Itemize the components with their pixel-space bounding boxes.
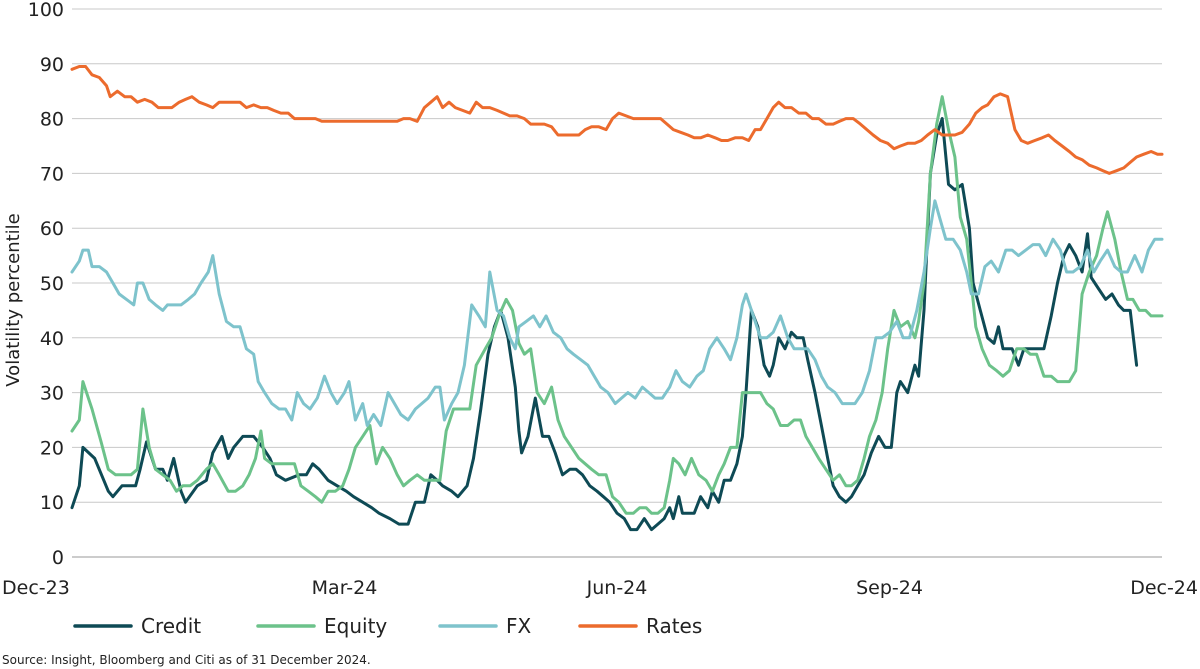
legend-label-fx: FX	[506, 614, 532, 638]
x-tick-label: Dec-23	[2, 577, 70, 599]
x-tick-label: Dec-24	[1130, 577, 1198, 599]
y-tick-label: 80	[40, 109, 64, 131]
y-tick-label: 60	[40, 218, 64, 240]
x-tick-label: Jun-24	[586, 577, 648, 599]
y-tick-label: 10	[40, 492, 64, 514]
y-tick-label: 20	[40, 437, 64, 459]
y-axis-label: Volatility percentile	[3, 213, 24, 386]
legend-label-credit: Credit	[141, 614, 201, 638]
y-tick-label: 50	[40, 273, 64, 295]
x-axis: Dec-23 Mar-24 Jun-24 Sep-24 Dec-24	[2, 577, 1198, 599]
legend: Credit Equity FX Rates	[73, 614, 702, 638]
y-axis: 0 10 20 30 40 50 60 70 80 90 100	[28, 0, 64, 569]
y-tick-label: 70	[40, 163, 64, 185]
y-tick-label: 90	[40, 54, 64, 76]
legend-label-rates: Rates	[646, 614, 702, 638]
x-tick-label: Mar-24	[312, 577, 378, 599]
series-group	[70, 65, 1164, 532]
series-line-fx	[70, 199, 1164, 427]
x-tick-label: Sep-24	[856, 577, 923, 599]
legend-label-equity: Equity	[324, 614, 387, 638]
gridlines	[72, 8, 1162, 558]
series-line-credit	[70, 117, 1139, 532]
source-note: Source: Insight, Bloomberg and Citi as o…	[2, 653, 371, 667]
series-line-equity	[70, 95, 1164, 515]
y-tick-label: 100	[28, 0, 64, 21]
y-tick-label: 30	[40, 383, 64, 405]
y-tick-label: 0	[52, 547, 64, 569]
series-line-rates	[70, 65, 1164, 175]
y-tick-label: 40	[40, 328, 64, 350]
